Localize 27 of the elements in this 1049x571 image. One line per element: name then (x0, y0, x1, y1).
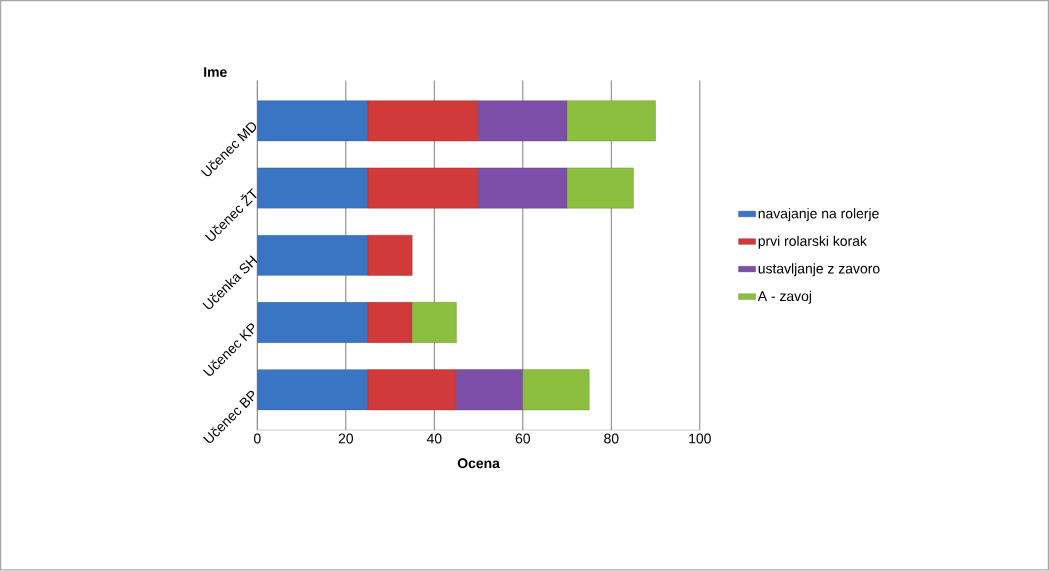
bar (478, 100, 568, 142)
legend-label: ustavljanje z zavoro (758, 263, 880, 277)
bar (367, 100, 479, 142)
bar (367, 235, 413, 276)
bar (257, 235, 369, 276)
x-axis-title: Ocena (457, 458, 500, 469)
bar (411, 302, 457, 344)
bar (566, 167, 634, 209)
x-tick-label: 40 (426, 433, 442, 444)
x-tick-label: 100 (689, 433, 711, 444)
x-tick-label: 0 (253, 433, 261, 444)
bar (367, 369, 457, 411)
bar (257, 100, 369, 142)
bar (367, 302, 413, 344)
bar (478, 167, 568, 209)
bar (566, 100, 656, 142)
x-tick-label: 80 (604, 433, 619, 444)
bar (522, 369, 590, 411)
legend-label: prvi rolarski korak (758, 235, 867, 249)
bar (367, 167, 479, 209)
y-axis-title: Ime (204, 67, 227, 78)
bar (257, 302, 369, 344)
bar (456, 369, 524, 411)
x-tick-label: 20 (338, 433, 354, 444)
x-tick-label: 60 (515, 433, 531, 444)
legend-label: navajanje na rolerje (758, 208, 879, 222)
legend-label: A - zavoj (757, 291, 812, 305)
